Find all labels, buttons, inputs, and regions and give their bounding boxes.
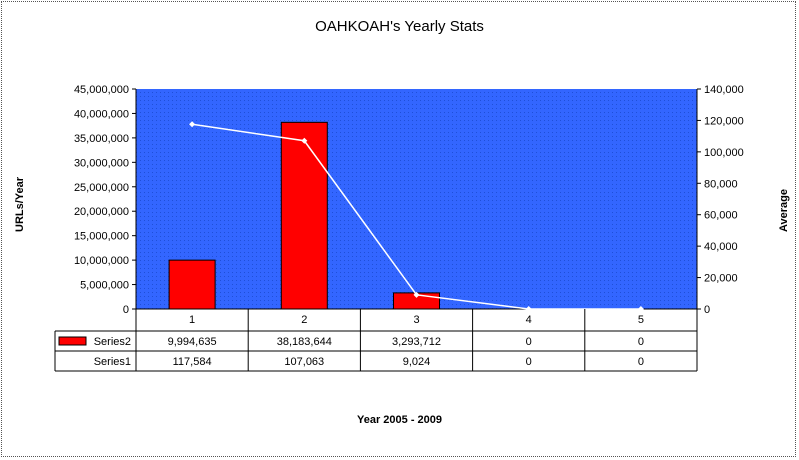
data-label: 9,024 [403,356,431,368]
x-tick-label: 4 [526,314,532,326]
line-marker [525,306,532,312]
line-marker [637,306,644,312]
y-tick-label: 15,000,000 [74,231,129,243]
y-tick-label: 30,000,000 [74,157,129,169]
data-label: 38,183,644 [277,336,332,348]
data-label: 0 [638,336,644,348]
data-label: 0 [526,336,532,348]
data-label: 0 [526,356,532,368]
y-tick-label: 20,000,000 [74,206,129,218]
y2-tick-label: 20,000 [704,273,738,285]
x-tick-label: 5 [638,314,644,326]
bar [280,121,328,310]
data-label: 0 [638,356,644,368]
data-label: 9,994,635 [168,336,217,348]
x-tick-label: 1 [189,314,195,326]
x-tick-label: 3 [413,314,419,326]
y2-tick-label: 80,000 [704,178,738,190]
y2-tick-label: 120,000 [704,115,744,127]
y-tick-label: 10,000,000 [74,255,129,267]
y2-tick-label: 40,000 [704,241,738,253]
legend-label: Series1 [94,356,131,368]
y2-tick-label: 140,000 [704,84,744,96]
legend-label: Series2 [94,336,131,348]
y2-tick-label: 0 [704,304,710,316]
line-marker [301,137,308,144]
y2-tick-label: 60,000 [704,210,738,222]
chart-title: OAHKOAH's Yearly Stats [315,18,484,35]
bar [168,259,216,310]
y-tick-label: 5,000,000 [80,280,129,292]
legend-swatch-bar [58,336,87,346]
data-label: 3,293,712 [392,336,441,348]
line-marker [413,291,420,298]
y-tick-label: 0 [123,304,129,316]
y-tick-label: 40,000,000 [74,108,129,120]
data-label: 107,063 [284,356,324,368]
data-label: 117,584 [173,356,212,368]
line-marker [189,121,196,128]
plot-area-texture [136,89,697,309]
y-tick-label: 45,000,000 [74,84,129,96]
y-tick-label: 25,000,000 [74,182,129,194]
y2-tick-label: 100,000 [704,147,744,159]
x-tick-label: 2 [301,314,307,326]
y-tick-label: 35,000,000 [74,133,129,145]
x-axis-label: Year 2005 - 2009 [356,414,443,426]
